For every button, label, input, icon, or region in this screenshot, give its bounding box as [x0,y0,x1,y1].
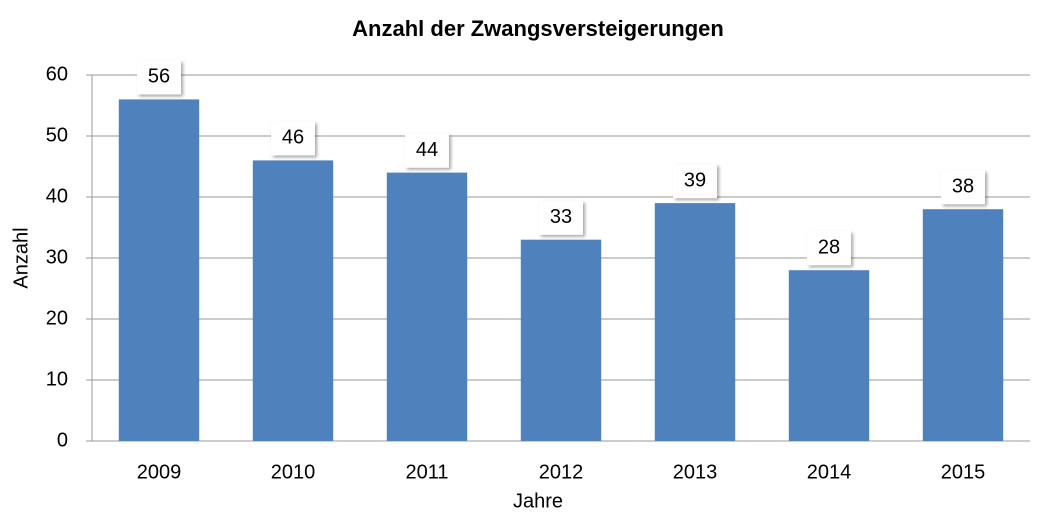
y-tick-label: 20 [46,307,68,329]
data-label-box [539,200,583,235]
y-tick-label: 0 [57,429,68,451]
data-label-box [405,133,449,168]
data-label: 33 [550,206,572,228]
bar [252,160,334,441]
data-label: 39 [684,169,706,191]
x-tick-label: 2010 [271,461,316,483]
data-label-box [271,121,315,156]
y-tick-label: 30 [46,246,68,268]
y-tick-label: 40 [46,185,68,207]
y-tick-label: 60 [46,63,68,85]
bar [386,172,468,441]
y-tick-label: 10 [46,368,68,390]
bar [922,209,1004,441]
x-tick-label: 2012 [539,461,584,483]
x-tick-label: 2014 [807,461,852,483]
data-label: 46 [282,127,304,149]
bar [520,239,602,441]
data-label-box [807,231,851,266]
data-label: 56 [148,66,170,88]
data-label-box [673,164,717,199]
bar [118,99,200,442]
x-tick-label: 2009 [137,461,182,483]
x-tick-label: 2011 [405,461,448,483]
data-label-box [137,60,181,95]
bar [654,203,736,441]
bar [788,270,870,441]
x-tick-label: 2015 [941,461,986,483]
data-label: 28 [818,236,840,258]
x-axis-label: Jahre [513,490,563,512]
data-label: 44 [416,139,438,161]
y-axis-label: Anzahl [10,227,32,288]
data-label: 38 [952,175,974,197]
x-tick-label: 2013 [673,461,718,483]
chart-title: Anzahl der Zwangsversteigerungen [352,16,724,41]
data-label-box [941,170,985,205]
y-tick-label: 50 [46,124,68,146]
